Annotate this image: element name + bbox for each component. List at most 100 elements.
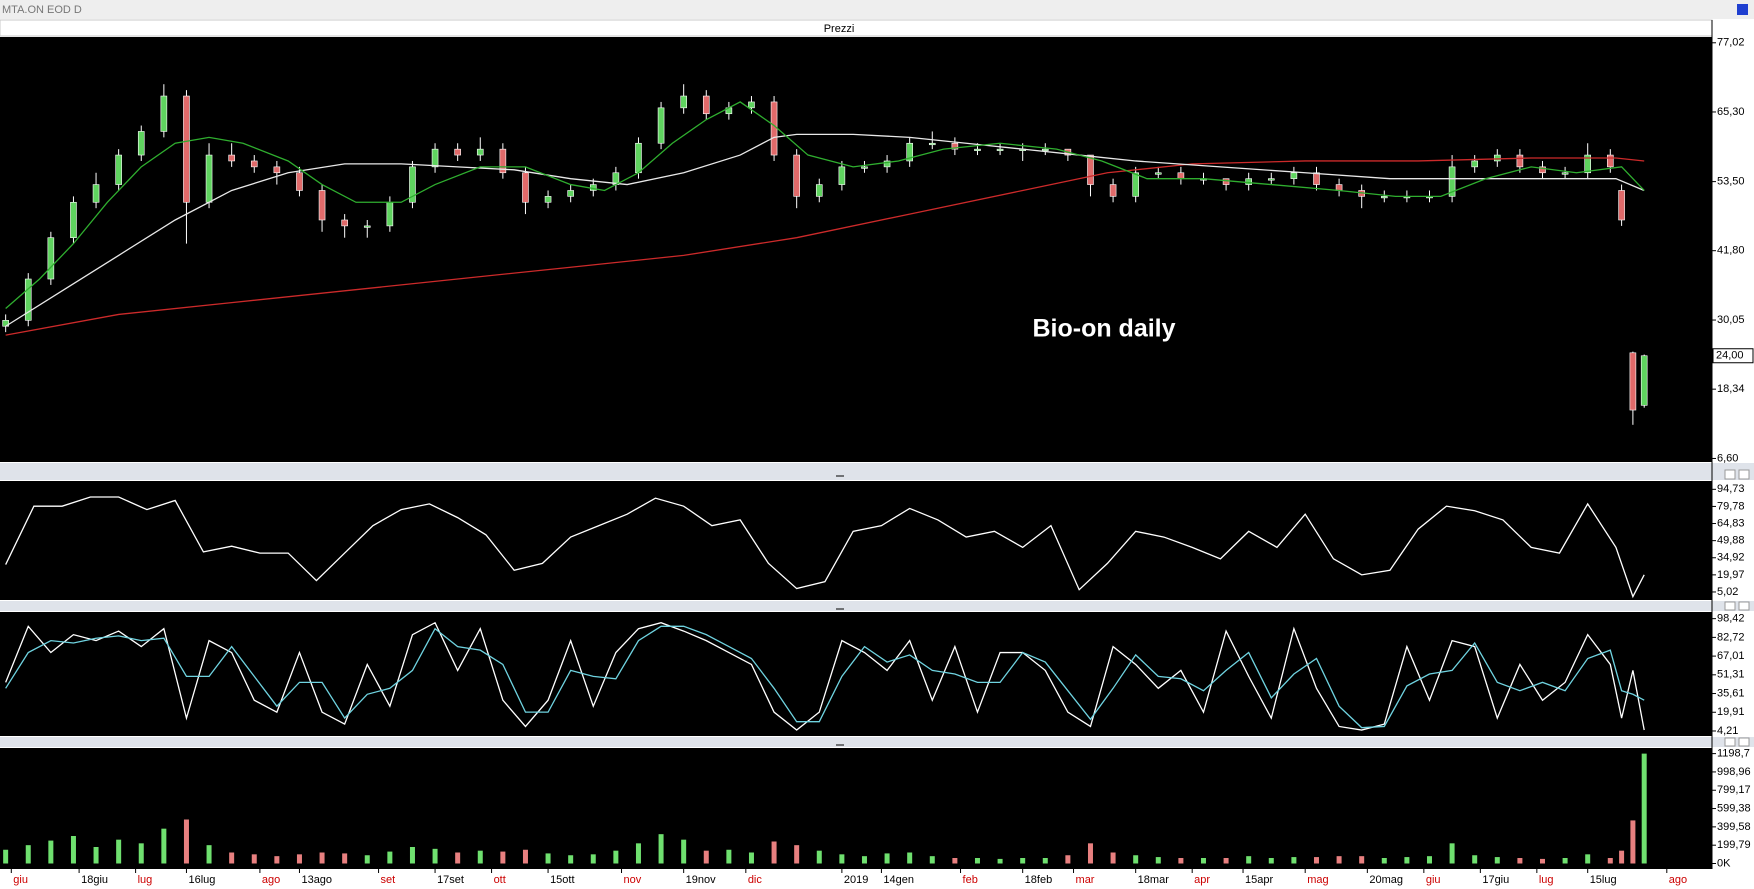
window-title: MTA.ON EOD D bbox=[2, 4, 82, 16]
pane-header bbox=[0, 19, 1713, 37]
moving-average bbox=[5, 157, 1645, 336]
y-tick-label: 30,05 bbox=[1717, 314, 1745, 326]
volume-bar bbox=[251, 854, 257, 864]
x-tick-label: 17set bbox=[437, 874, 464, 886]
candle-body bbox=[363, 225, 371, 228]
x-tick-label: 17giu bbox=[1482, 874, 1509, 886]
volume-bar bbox=[138, 843, 144, 864]
pane-maximize[interactable] bbox=[1738, 469, 1750, 480]
candle-body bbox=[454, 148, 461, 156]
volume-bar bbox=[319, 852, 325, 864]
candle-body bbox=[522, 172, 529, 203]
candle-body bbox=[1561, 172, 1569, 175]
y-tick-label: 53,50 bbox=[1717, 176, 1745, 188]
x-tick-label: 13ago bbox=[301, 874, 332, 886]
candle-body bbox=[1313, 172, 1320, 185]
candle-body bbox=[1584, 154, 1591, 174]
candle-body bbox=[793, 154, 800, 197]
pane-separator[interactable] bbox=[0, 463, 1754, 480]
volume-bar bbox=[1562, 858, 1568, 864]
volume-bar bbox=[952, 858, 958, 864]
price-pane bbox=[0, 37, 1712, 462]
y-tick-label: 79,78 bbox=[1717, 500, 1745, 512]
candle-body bbox=[183, 95, 190, 203]
x-tick-label: 15lug bbox=[1590, 874, 1617, 886]
volume-bar bbox=[116, 839, 122, 864]
candle-body bbox=[137, 131, 145, 156]
candle-body bbox=[544, 196, 552, 203]
y-tick-label: 51,31 bbox=[1717, 669, 1745, 681]
volume-bar bbox=[296, 854, 302, 864]
candle-body bbox=[341, 219, 348, 227]
volume-bar bbox=[568, 855, 574, 864]
x-tick-label: dic bbox=[748, 874, 763, 886]
volume-bar bbox=[1472, 855, 1478, 864]
candle-body bbox=[567, 190, 574, 197]
volume-bar bbox=[1336, 856, 1342, 864]
volume-bar bbox=[590, 854, 596, 864]
candle-body bbox=[476, 148, 484, 156]
volume-bar bbox=[1381, 858, 1387, 864]
window-button[interactable] bbox=[1737, 4, 1748, 15]
volume-bar bbox=[1246, 856, 1252, 864]
candle-body bbox=[974, 148, 981, 151]
volume-bar bbox=[861, 856, 867, 864]
volume-bar bbox=[816, 850, 822, 864]
x-tick-label: mar bbox=[1076, 874, 1095, 886]
pane-separator[interactable] bbox=[0, 601, 1754, 611]
x-tick-label: 18mar bbox=[1138, 874, 1170, 886]
stochastic-pane bbox=[0, 612, 1712, 736]
candle-body bbox=[250, 160, 258, 168]
volume-bar bbox=[1291, 857, 1297, 864]
y-tick-label: 41,80 bbox=[1717, 245, 1745, 257]
candle-body bbox=[431, 148, 439, 168]
candle-body bbox=[906, 142, 913, 162]
y-tick-label: 1198,7 bbox=[1717, 748, 1750, 760]
x-tick-label: 18feb bbox=[1025, 874, 1053, 886]
volume-bar bbox=[500, 851, 506, 864]
pane-separator[interactable] bbox=[0, 737, 1754, 747]
volume-bar bbox=[161, 828, 167, 864]
volume-bar bbox=[522, 849, 528, 864]
x-tick-label: nov bbox=[624, 874, 642, 886]
candle-body bbox=[1629, 352, 1637, 411]
candle-body bbox=[92, 184, 100, 203]
y-tick-label: 0K bbox=[1717, 857, 1731, 869]
y-tick-label: 19,97 bbox=[1717, 569, 1745, 581]
volume-bar bbox=[364, 855, 370, 864]
pane-maximize[interactable] bbox=[1738, 601, 1750, 611]
x-tick-label: set bbox=[381, 874, 396, 886]
volume-bar bbox=[1404, 857, 1410, 864]
volume-bar bbox=[545, 853, 551, 864]
pane-minimize[interactable] bbox=[1724, 601, 1736, 611]
y-tick-label: 998,96 bbox=[1717, 766, 1751, 778]
volume-bar bbox=[1585, 854, 1591, 864]
x-tick-label: 16lug bbox=[188, 874, 215, 886]
rsi-pane bbox=[0, 481, 1712, 600]
pane-minimize[interactable] bbox=[1724, 469, 1736, 480]
volume-bar bbox=[771, 841, 777, 864]
candle-body bbox=[928, 142, 936, 146]
candle-body bbox=[160, 95, 168, 132]
y-tick-label: 6,60 bbox=[1717, 452, 1738, 464]
volume-bar bbox=[1110, 852, 1116, 864]
x-tick-label: 15ott bbox=[550, 874, 574, 886]
volume-bar bbox=[997, 858, 1003, 864]
pane-minimize[interactable] bbox=[1724, 737, 1736, 747]
candle-body bbox=[1606, 154, 1614, 168]
x-tick-label: apr bbox=[1194, 874, 1210, 886]
candle-body bbox=[1493, 154, 1501, 162]
candle-body bbox=[1290, 172, 1298, 179]
candle-body bbox=[996, 148, 1004, 151]
volume-bar bbox=[477, 850, 483, 864]
volume-bar bbox=[613, 850, 619, 864]
indicator-line bbox=[5, 625, 1645, 729]
volume-bar bbox=[1155, 857, 1161, 864]
candle-body bbox=[1177, 172, 1185, 179]
candle-body bbox=[1640, 355, 1648, 406]
volume-bar bbox=[1359, 856, 1365, 864]
pane-maximize[interactable] bbox=[1738, 737, 1750, 747]
volume-bar bbox=[658, 834, 664, 864]
x-tick-label: ott bbox=[494, 874, 506, 886]
volume-bar bbox=[455, 852, 461, 864]
